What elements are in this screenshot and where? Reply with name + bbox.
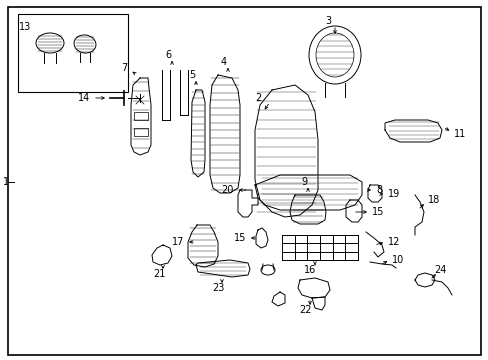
Text: 11: 11: [453, 129, 465, 139]
Text: 2: 2: [255, 93, 262, 103]
Text: 1: 1: [3, 177, 9, 187]
Text: 15: 15: [371, 207, 384, 217]
Text: 9: 9: [300, 177, 306, 187]
Text: 23: 23: [211, 283, 224, 293]
Bar: [134, 128, 148, 136]
Text: 20: 20: [221, 185, 234, 195]
Text: 8: 8: [375, 185, 381, 195]
Text: 4: 4: [221, 57, 226, 67]
Text: 5: 5: [188, 70, 195, 80]
Text: 10: 10: [391, 255, 404, 265]
Text: 15: 15: [233, 233, 245, 243]
Text: 17: 17: [171, 237, 183, 247]
Text: 18: 18: [427, 195, 439, 205]
Text: 16: 16: [303, 265, 315, 275]
Bar: [134, 112, 148, 120]
Text: 19: 19: [387, 189, 400, 199]
Text: 14: 14: [78, 93, 90, 103]
Text: 7: 7: [121, 63, 127, 73]
Text: 21: 21: [153, 269, 165, 279]
Bar: [18, 14, 128, 92]
Text: 6: 6: [164, 50, 171, 60]
Text: 22: 22: [299, 305, 312, 315]
Text: 12: 12: [387, 237, 400, 247]
Text: 3: 3: [324, 16, 330, 26]
Text: 13: 13: [19, 22, 31, 32]
Text: 24: 24: [433, 265, 445, 275]
